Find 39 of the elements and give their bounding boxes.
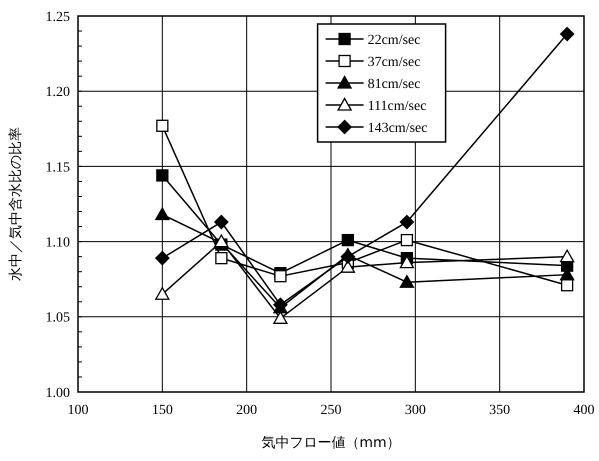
- legend-label: 81cm/sec: [368, 76, 420, 92]
- y-axis-title: 水中／気中含水比の比率: [8, 127, 24, 281]
- y-tick-label: 1.00: [46, 386, 70, 401]
- legend-label: 37cm/sec: [368, 54, 420, 70]
- point: [215, 252, 228, 264]
- x-tick-label: 250: [320, 403, 342, 418]
- point: [156, 169, 168, 182]
- point: [560, 279, 574, 292]
- x-tick-label: 300: [404, 403, 426, 418]
- point: [560, 249, 574, 262]
- x-axis-title: 気中フロー値（mm）: [261, 435, 401, 451]
- point: [400, 275, 414, 288]
- point: [342, 234, 354, 246]
- legend-label: 22cm/sec: [368, 32, 420, 48]
- y-tick-label: 1.10: [46, 236, 70, 250]
- y-tick-label: 1.25: [46, 10, 70, 25]
- point: [155, 207, 170, 220]
- point: [340, 260, 356, 273]
- y-tick-label: 1.20: [46, 85, 70, 100]
- point: [400, 214, 414, 230]
- y-tick-label: 1.05: [46, 310, 70, 326]
- point: [214, 214, 229, 230]
- x-tick-label: 150: [152, 403, 173, 418]
- point: [560, 26, 574, 42]
- legend-label: 111cm/sec: [368, 98, 426, 114]
- x-tick-label: 100: [68, 403, 88, 418]
- point: [155, 287, 170, 300]
- point: [273, 311, 288, 324]
- point: [156, 120, 168, 132]
- x-tick-label: 350: [489, 403, 510, 418]
- y-tick-label: 1.15: [46, 160, 70, 176]
- legend-label: 143cm/sec: [368, 120, 428, 136]
- point: [274, 270, 287, 282]
- x-tick-label: 400: [574, 403, 594, 418]
- x-tick-label: 200: [236, 403, 258, 418]
- point: [340, 249, 356, 264]
- point: [400, 256, 414, 268]
- point: [400, 234, 414, 246]
- point: [155, 250, 170, 266]
